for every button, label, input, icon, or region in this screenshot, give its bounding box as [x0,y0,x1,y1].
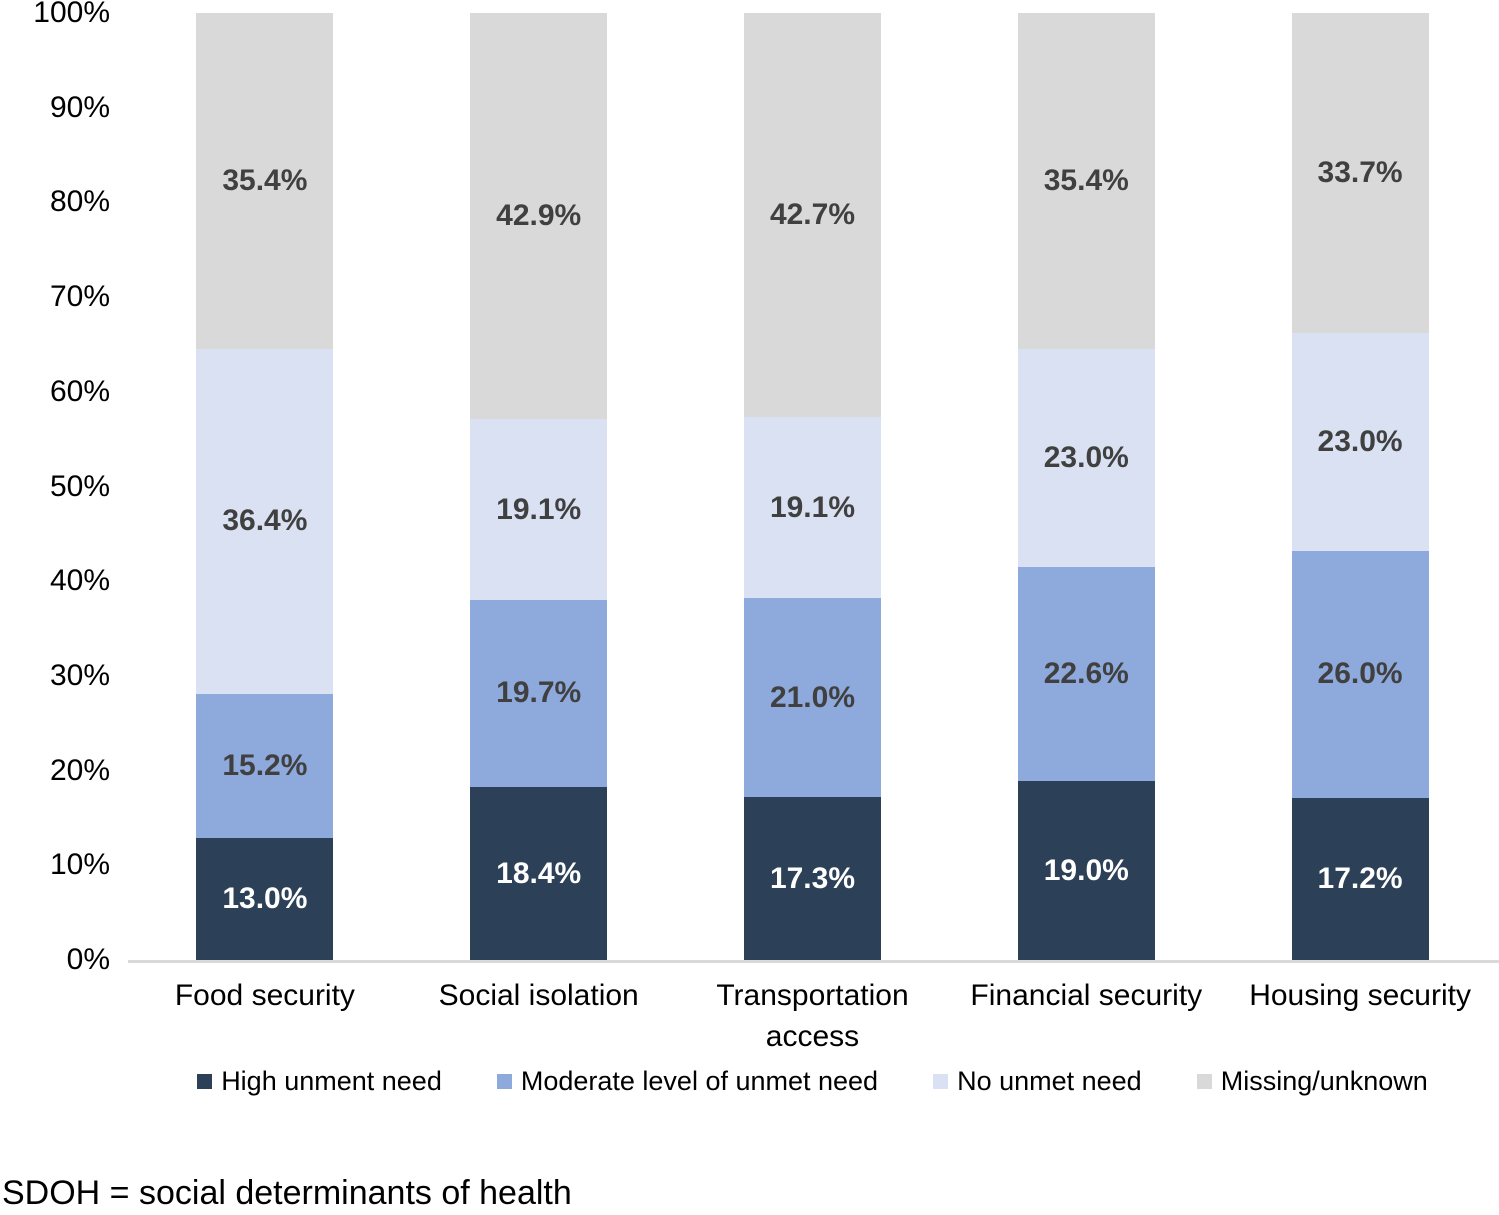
stacked-bar: 18.4% 19.7% 19.1% 42.9% [470,13,608,961]
data-label: 26.0% [1317,657,1403,691]
bar-slot: 13.0% 15.2% 36.4% 35.4% [128,13,402,961]
data-label: 23.0% [1317,424,1403,458]
bar-segment: 19.1% [743,417,881,599]
bar-segment: 33.7% [1291,12,1429,333]
footnote: SDOH = social determinants of health [2,1174,572,1212]
bar-segment: 13.0% [196,837,334,961]
data-label: 17.3% [769,862,856,896]
y-tick-label: 30% [49,658,110,692]
legend: High unment need Moderate level of unmet … [128,1066,1497,1097]
category-label: Transportation access [716,979,909,1053]
stacked-bar: 13.0% 15.2% 36.4% 35.4% [196,13,334,961]
y-tick-label: 20% [49,753,110,787]
bar-segment: 42.7% [743,13,881,418]
bar-segment: 17.2% [1291,797,1429,961]
bar-segment: 21.0% [743,598,881,798]
category-label: Housing security [1249,979,1471,1012]
y-tick-label: 0% [66,943,110,976]
bar-segment: 15.2% [196,693,334,838]
data-label: 19.7% [496,676,582,710]
bar-segment: 26.0% [1291,551,1429,798]
data-label: 35.4% [222,163,308,197]
bar-segment: 19.0% [1017,780,1155,961]
stacked-bar: 19.0% 22.6% 23.0% 35.4% [1017,12,1155,961]
legend-swatch [933,1074,949,1089]
legend-item: Missing/unknown [1196,1066,1428,1097]
legend-label: Missing/unknown [1220,1066,1428,1096]
data-label: 42.9% [496,199,582,233]
legend-label: No unmet need [957,1066,1142,1096]
y-tick-label: 60% [49,374,110,408]
legend-swatch [496,1074,512,1089]
bar-segment: 23.0% [1017,348,1155,567]
stacked-bar: 17.3% 21.0% 19.1% 42.7% [743,13,881,961]
y-tick-label: 50% [49,469,110,503]
bar-segment: 17.3% [743,797,881,961]
legend-item: No unmet need [933,1066,1142,1097]
bar-slot: 18.4% 19.7% 19.1% 42.9% [402,13,676,961]
bar-segment: 19.1% [470,419,608,601]
data-label: 19.0% [1043,853,1129,887]
x-axis-labels: Food security Social isolation Transportat… [128,976,1497,1057]
bar-segment: 18.4% [470,786,608,961]
legend-item: High unment need [197,1066,442,1097]
data-label: 18.4% [496,856,582,890]
data-label: 33.7% [1317,155,1403,189]
legend-label: High unment need [221,1066,442,1096]
data-label: 42.7% [769,198,856,232]
y-tick-label: 70% [49,280,110,314]
bar-segment: 35.4% [1017,12,1155,349]
stacked-bar: 17.2% 26.0% 23.0% 33.7% [1291,12,1429,961]
y-tick-label: 10% [49,848,110,882]
data-label: 17.2% [1317,862,1403,896]
plot-area: 13.0% 15.2% 36.4% 35.4% 18.4% 19.7% 19.1% 42.9%… [128,12,1497,961]
data-label: 22.6% [1043,656,1129,690]
category-label: Social isolation [438,979,639,1012]
data-label: 35.4% [1043,163,1129,197]
category-label: Financial security [970,979,1203,1012]
bar-slot: 19.0% 22.6% 23.0% 35.4% [949,12,1223,961]
bar-segment: 36.4% [196,348,334,694]
bar-segment: 35.4% [196,13,334,349]
bar-slot: 17.3% 21.0% 19.1% 42.7% [676,13,950,961]
bar-segment: 42.9% [470,13,608,420]
x-axis-line [128,960,1499,963]
bar-segment: 19.7% [470,600,608,787]
data-label: 23.0% [1043,440,1129,474]
data-label: 13.0% [222,882,308,916]
legend-swatch [197,1074,213,1089]
category-label: Food security [174,979,355,1012]
y-tick-label: 100% [33,0,110,29]
legend-swatch [1196,1074,1212,1089]
bar-segment: 23.0% [1291,332,1429,552]
bar-slot: 17.2% 26.0% 23.0% 33.7% [1223,12,1497,961]
data-label: 36.4% [222,504,308,538]
legend-label: Moderate level of unmet need [520,1066,879,1096]
data-label: 21.0% [769,680,856,714]
data-label: 19.1% [769,490,856,524]
legend-item: Moderate level of unmet need [496,1066,879,1097]
data-label: 15.2% [222,748,308,782]
y-tick-label: 90% [49,90,110,124]
y-tick-label: 40% [49,564,110,598]
y-tick-label: 80% [49,185,110,219]
data-label: 19.1% [496,492,582,526]
bar-segment: 22.6% [1017,566,1155,781]
